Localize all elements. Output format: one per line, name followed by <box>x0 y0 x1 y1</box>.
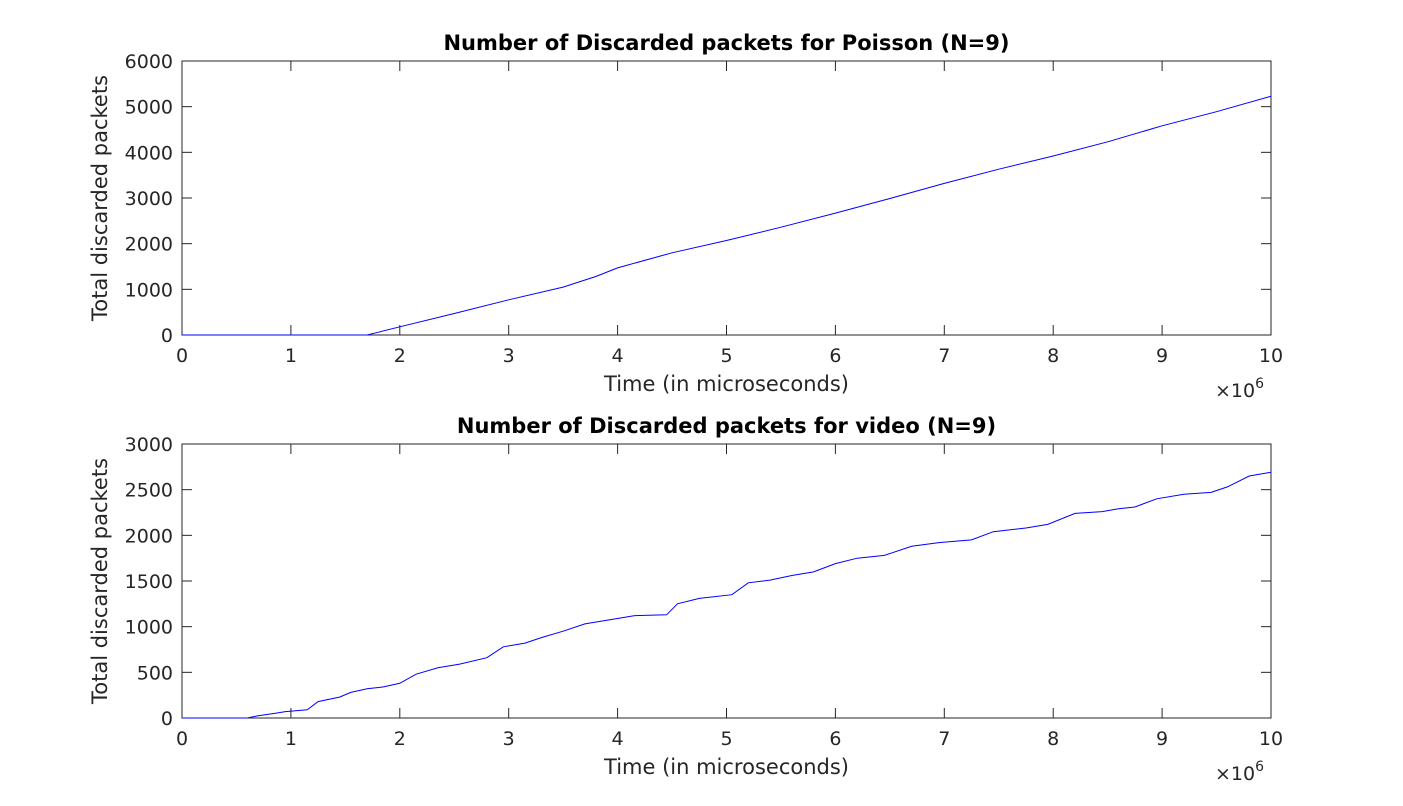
x-tick-label: 9 <box>1156 728 1168 750</box>
y-axis-label: Total discarded packets <box>88 458 112 705</box>
x-exponent-base: ×10 <box>1215 763 1255 785</box>
x-tick-label: 8 <box>1047 728 1059 750</box>
chart-1: 0 1 2 3 4 5 6 7 8 9 10 0 1000 2000 3000 4000 5000 6000 Num… <box>88 31 1283 402</box>
x-tick-label: 8 <box>1047 345 1059 367</box>
y-tick-label: 0 <box>161 325 173 347</box>
x-tick-label: 9 <box>1156 345 1168 367</box>
x-tick-label: 6 <box>829 345 841 367</box>
y-tick-label: 2500 <box>125 480 173 502</box>
x-tick-label: 1 <box>285 345 297 367</box>
series-line <box>182 95 1272 336</box>
plot-area <box>181 60 1272 336</box>
chart-2: 0 1 2 3 4 5 6 7 8 9 10 0 500 1000 1500 2000 2500 3000 Numb… <box>88 414 1283 785</box>
x-exponent-base: ×10 <box>1215 380 1255 402</box>
x-tick-label: 6 <box>829 728 841 750</box>
y-tick-label: 3000 <box>125 188 173 210</box>
y-tick-label: 3000 <box>125 434 173 456</box>
x-tick-label: 3 <box>503 728 515 750</box>
x-tick-label: 3 <box>503 345 515 367</box>
x-exponent-power: 6 <box>1255 376 1264 392</box>
y-tick-label: 2000 <box>125 525 173 547</box>
x-tick-label: 10 <box>1259 345 1283 367</box>
y-tick-label: 5000 <box>125 97 173 119</box>
y-tick-label: 1500 <box>125 571 173 593</box>
x-exponent-multiplier: ×106 <box>1215 376 1264 402</box>
x-exponent-multiplier: ×106 <box>1215 759 1264 785</box>
chart-title: Number of Discarded packets for Poisson … <box>443 31 1009 55</box>
x-exponent-power: 6 <box>1255 759 1264 775</box>
plot-area <box>181 443 1272 719</box>
x-tick-label: 4 <box>612 345 624 367</box>
x-tick-label: 2 <box>394 728 406 750</box>
x-tick-label: 5 <box>720 728 732 750</box>
y-tick-label: 4000 <box>125 142 173 164</box>
x-axis-label: Time (in microseconds) <box>603 755 849 779</box>
x-tick-label: 0 <box>176 728 188 750</box>
y-tick-label: 1000 <box>125 279 173 301</box>
x-tick-label: 2 <box>394 345 406 367</box>
y-tick-label: 0 <box>161 708 173 730</box>
x-tick-label: 4 <box>612 728 624 750</box>
x-tick-label: 5 <box>720 345 732 367</box>
chart-title: Number of Discarded packets for video (N… <box>457 414 996 438</box>
y-tick-label: 6000 <box>125 51 173 73</box>
y-axis-label: Total discarded packets <box>88 75 112 322</box>
x-tick-label: 0 <box>176 345 188 367</box>
series-line <box>182 471 1272 719</box>
x-tick-label: 10 <box>1259 728 1283 750</box>
y-tick-label: 500 <box>137 662 173 684</box>
x-axis-label: Time (in microseconds) <box>603 372 849 396</box>
x-tick-label: 1 <box>285 728 297 750</box>
y-tick-label: 1000 <box>125 617 173 639</box>
y-tick-label: 2000 <box>125 234 173 256</box>
x-tick-label: 7 <box>938 345 950 367</box>
x-tick-label: 7 <box>938 728 950 750</box>
